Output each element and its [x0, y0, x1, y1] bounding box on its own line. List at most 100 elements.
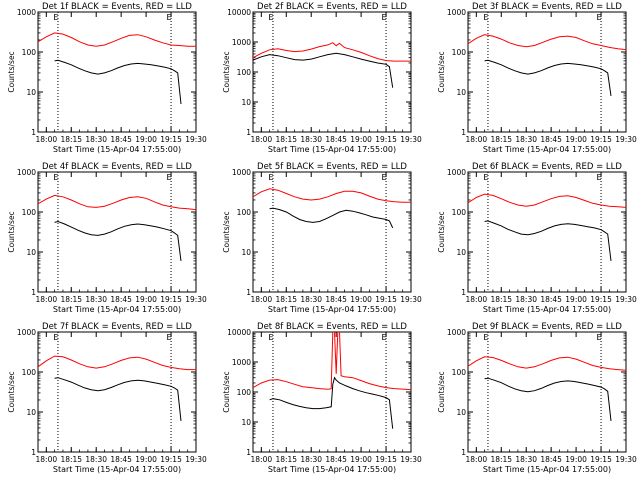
x-tick-label: 19:30	[185, 455, 207, 464]
series-lld-line	[468, 356, 626, 371]
x-tick-label: 18:15	[60, 455, 82, 464]
x-axis-label: Start Time (15-Apr-04 17:55:00)	[483, 465, 611, 474]
x-tick-label: 18:45	[540, 295, 562, 304]
y-tick-label: 1000	[232, 168, 251, 177]
chart-title: Det 3f BLACK = Events, RED = LLD	[472, 2, 622, 12]
marker-label: E	[483, 173, 488, 182]
series-events-line	[54, 377, 182, 421]
x-tick-label: 18:15	[60, 295, 82, 304]
y-tick-label: 10	[456, 88, 466, 97]
y-tick-label: 100	[22, 208, 37, 217]
x-tick-label: 19:00	[135, 295, 157, 304]
x-tick-label: 18:45	[540, 135, 562, 144]
x-tick-label: 19:30	[615, 455, 637, 464]
x-axis-label: Start Time (15-Apr-04 17:55:00)	[53, 305, 181, 314]
chart-panel-7: Det 7f BLACK = Events, RED = LLD 1 10 100 10…	[7, 322, 207, 474]
series-lld-line	[468, 193, 626, 208]
x-tick-label: 19:30	[185, 135, 207, 144]
plot-frame	[467, 171, 627, 293]
x-tick-label: 19:30	[400, 455, 422, 464]
y-tick-label: 1000	[232, 38, 251, 47]
x-tick-label: 19:30	[185, 295, 207, 304]
x-axis-label: Start Time (15-Apr-04 17:55:00)	[483, 145, 611, 154]
marker-label: E	[268, 333, 273, 342]
x-tick-label: 19:15	[160, 135, 182, 144]
x-tick-label: 18:45	[325, 135, 347, 144]
y-tick-label: 10	[241, 418, 251, 427]
marker-label: E	[268, 173, 273, 182]
y-tick-label: 1000	[17, 168, 36, 177]
series-lld-line	[253, 188, 411, 203]
chart-title: Det 9f BLACK = Events, RED = LLD	[472, 322, 622, 332]
x-axis-label: Start Time (15-Apr-04 17:55:00)	[483, 305, 611, 314]
x-tick-label: 18:30	[300, 295, 322, 304]
chart-title: Det 4f BLACK = Events, RED = LLD	[42, 162, 192, 172]
chart-panel-1: Det 1f BLACK = Events, RED = LLD 1 10 100 10…	[7, 2, 207, 154]
x-tick-label: 18:15	[490, 455, 512, 464]
series-lld-line	[38, 32, 196, 47]
x-tick-label: 18:30	[85, 455, 107, 464]
chart-title: Det 1f BLACK = Events, RED = LLD	[42, 2, 192, 12]
x-tick-label: 18:45	[110, 135, 132, 144]
y-tick-label: 100	[237, 208, 252, 217]
x-tick-label: 19:30	[400, 295, 422, 304]
y-axis-label: Counts/sec	[7, 371, 16, 412]
x-tick-label: 18:00	[466, 295, 488, 304]
chart-panel-4: Det 4f BLACK = Events, RED = LLD 1 10 100 10…	[7, 162, 207, 314]
y-axis-label: Counts/sec	[437, 371, 446, 412]
plot-frame	[37, 331, 197, 453]
x-tick-label: 18:30	[300, 455, 322, 464]
y-tick-label: 100	[237, 68, 252, 77]
y-axis-label: Counts/sec	[437, 51, 446, 92]
marker-label: E	[483, 13, 488, 22]
x-tick-label: 19:00	[350, 455, 372, 464]
x-tick-label: 18:00	[36, 295, 58, 304]
y-tick-label: 10	[456, 248, 466, 257]
x-tick-label: 19:00	[565, 455, 587, 464]
marker-label: E	[382, 173, 387, 182]
x-tick-label: 18:30	[85, 295, 107, 304]
y-tick-label: 1	[246, 288, 251, 297]
plot-frame	[252, 11, 412, 133]
marker-label: E	[382, 13, 387, 22]
y-tick-label: 10	[456, 408, 466, 417]
chart-title: Det 2f BLACK = Events, RED = LLD	[257, 2, 407, 12]
y-tick-label: 1	[461, 288, 466, 297]
series-events-line	[484, 59, 612, 96]
x-tick-label: 19:15	[590, 455, 612, 464]
series-lld-line	[253, 42, 411, 62]
x-tick-label: 18:30	[515, 295, 537, 304]
x-tick-label: 18:00	[466, 135, 488, 144]
marker-label: E	[483, 333, 488, 342]
plot-frame	[37, 11, 197, 133]
x-axis-label: Start Time (15-Apr-04 17:55:00)	[268, 145, 396, 154]
y-tick-label: 1000	[232, 358, 251, 367]
x-tick-label: 18:15	[60, 135, 82, 144]
x-tick-label: 19:00	[135, 135, 157, 144]
marker-label: E	[597, 173, 602, 182]
chart-panel-5: Det 5f BLACK = Events, RED = LLD 1 10 100 10…	[222, 162, 422, 314]
y-tick-label: 1000	[447, 8, 466, 17]
marker-label: E	[167, 173, 172, 182]
x-tick-label: 19:00	[565, 295, 587, 304]
x-tick-label: 19:00	[565, 135, 587, 144]
x-tick-label: 19:15	[375, 135, 397, 144]
y-tick-label: 10	[241, 248, 251, 257]
x-tick-label: 19:00	[135, 455, 157, 464]
series-events-line	[54, 59, 182, 105]
x-tick-label: 19:15	[375, 455, 397, 464]
x-tick-label: 18:30	[300, 135, 322, 144]
y-axis-label: Counts/sec	[222, 51, 231, 92]
series-lld-line	[38, 355, 196, 371]
chart-panel-2: Det 2f BLACK = Events, RED = LLD 1 10 100 10…	[222, 2, 422, 154]
x-axis-label: Start Time (15-Apr-04 17:55:00)	[268, 305, 396, 314]
y-axis-label: Counts/sec	[222, 211, 231, 252]
chart-panel-8: Det 8f BLACK = Events, RED = LLD 1 10 100 10…	[222, 322, 422, 474]
x-tick-label: 18:30	[515, 455, 537, 464]
chart-title: Det 8f BLACK = Events, RED = LLD	[257, 322, 407, 332]
marker-label: E	[597, 333, 602, 342]
x-tick-label: 18:45	[110, 295, 132, 304]
y-tick-label: 10000	[227, 328, 251, 337]
y-axis-label: Counts/sec	[437, 211, 446, 252]
